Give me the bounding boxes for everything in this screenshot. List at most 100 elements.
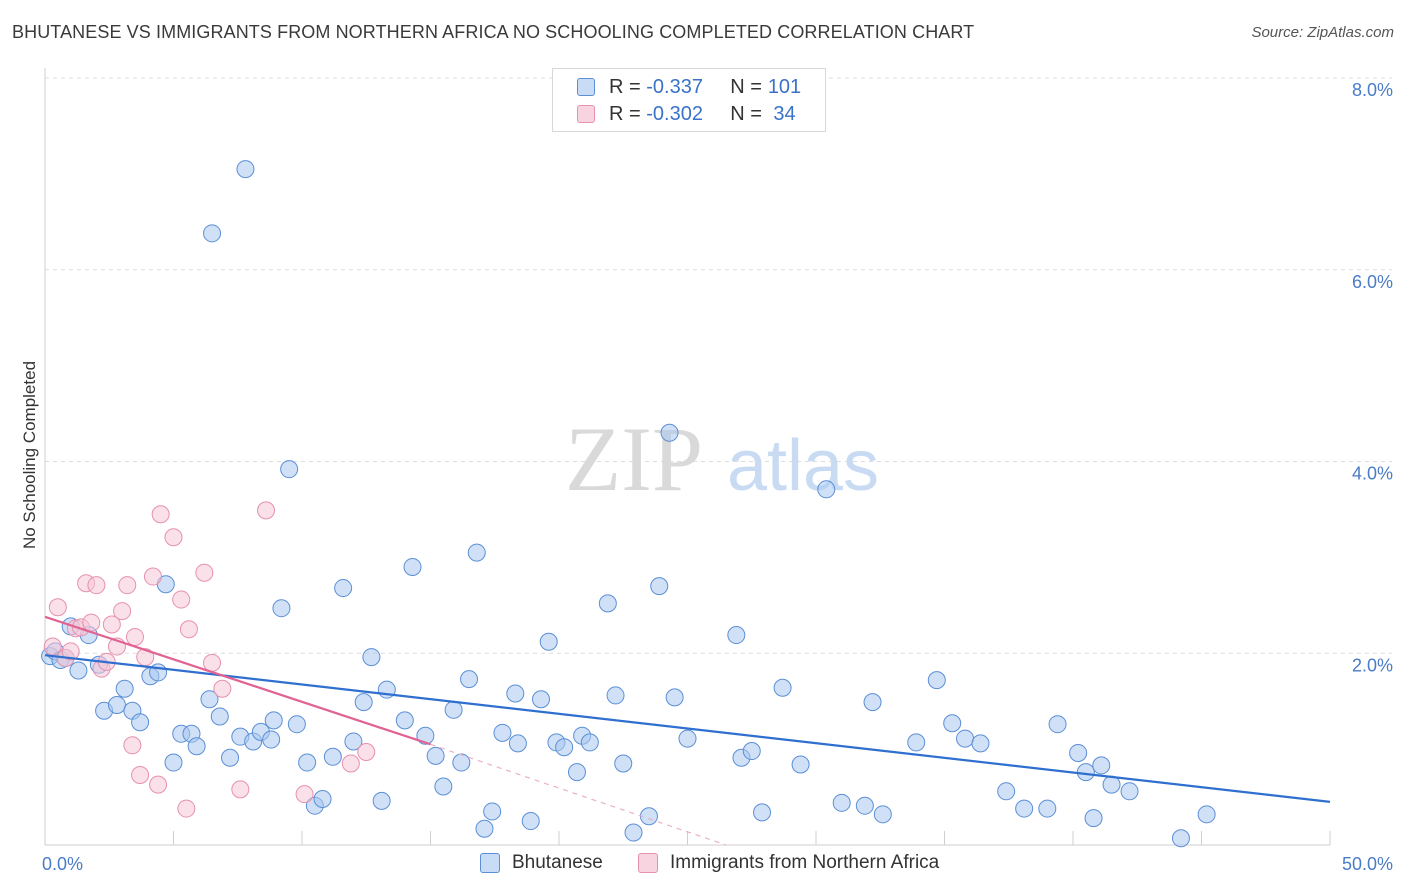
watermark: ZIP atlas	[565, 408, 879, 510]
y-tick-label: 4.0%	[1352, 464, 1393, 484]
data-point-bhutanese	[203, 224, 222, 243]
data-point-bhutanese	[475, 819, 494, 838]
data-point-bhutanese	[532, 690, 551, 709]
data-point-bhutanese	[354, 693, 373, 712]
data-point-immigrants	[87, 576, 106, 595]
data-point-immigrants	[118, 576, 137, 595]
data-point-bhutanese	[426, 746, 445, 765]
x-tick-labels: 0.0% 50.0%	[42, 854, 1393, 874]
data-point-bhutanese	[1120, 782, 1139, 801]
y-tick-label: 2.0%	[1352, 655, 1393, 675]
data-point-bhutanese	[907, 733, 926, 752]
data-point-bhutanese	[434, 777, 453, 796]
data-point-bhutanese	[200, 690, 219, 709]
data-point-immigrants	[143, 567, 162, 586]
legend-n-label: N =	[730, 102, 762, 125]
data-point-immigrants	[82, 613, 101, 632]
data-point-immigrants	[151, 505, 170, 524]
data-point-bhutanese	[221, 748, 240, 767]
data-point-bhutanese	[344, 732, 363, 751]
data-point-bhutanese	[298, 753, 317, 772]
data-point-bhutanese	[280, 460, 299, 479]
data-point-bhutanese	[678, 729, 697, 748]
data-point-immigrants	[164, 528, 183, 547]
data-point-immigrants	[113, 602, 132, 621]
data-point-bhutanese	[598, 594, 617, 613]
legend-r-label: R =	[609, 102, 641, 125]
legend-swatch-blue	[577, 78, 595, 96]
data-point-bhutanese	[115, 679, 134, 698]
data-point-bhutanese	[452, 753, 471, 772]
data-point-immigrants	[295, 785, 314, 804]
data-point-bhutanese	[665, 688, 684, 707]
data-point-bhutanese	[1092, 756, 1111, 775]
data-point-bhutanese	[753, 803, 772, 822]
data-point-bhutanese	[323, 747, 342, 766]
legend-swatch-pink	[638, 853, 658, 873]
data-point-immigrants	[203, 653, 222, 672]
data-point-immigrants	[131, 766, 150, 785]
trend-lines	[44, 615, 1331, 846]
immigrants-points	[43, 501, 376, 818]
data-point-bhutanese	[395, 711, 414, 730]
data-point-bhutanese	[508, 734, 527, 753]
data-point-immigrants	[257, 501, 276, 520]
data-point-bhutanese	[832, 793, 851, 812]
data-point-immigrants	[341, 754, 360, 773]
data-point-bhutanese	[1069, 743, 1088, 762]
data-point-bhutanese	[506, 684, 525, 703]
data-point-bhutanese	[444, 700, 463, 719]
y-tick-label: 6.0%	[1352, 272, 1393, 292]
data-point-bhutanese	[539, 632, 558, 651]
legend-n-value: 101	[767, 75, 802, 98]
legend-r-value: -0.302	[646, 102, 703, 125]
data-point-bhutanese	[272, 599, 291, 618]
data-point-bhutanese	[483, 802, 502, 821]
data-point-bhutanese	[927, 671, 946, 690]
trend-line-immigrants-extension	[430, 743, 727, 846]
data-point-bhutanese	[521, 812, 540, 831]
data-point-bhutanese	[493, 723, 512, 742]
y-tick-labels: 2.0% 4.0% 6.0% 8.0%	[1352, 80, 1393, 675]
data-point-bhutanese	[416, 726, 435, 745]
data-point-bhutanese	[1076, 763, 1095, 782]
x-tick-label: 50.0%	[1342, 854, 1393, 874]
legend-r-label: R =	[609, 75, 641, 98]
x-tick-label: 0.0%	[42, 854, 83, 874]
data-point-immigrants	[231, 780, 250, 799]
legend-swatch-pink	[577, 105, 595, 123]
data-point-bhutanese	[555, 738, 574, 757]
data-point-bhutanese	[460, 670, 479, 689]
data-point-bhutanese	[580, 733, 599, 752]
legend-label-immigrants: Immigrants from Northern Africa	[670, 852, 940, 873]
data-point-bhutanese	[1048, 715, 1067, 734]
data-point-bhutanese	[791, 755, 810, 774]
data-point-immigrants	[195, 563, 214, 582]
legend-n-label: N =	[730, 75, 762, 98]
data-point-bhutanese	[773, 678, 792, 697]
data-point-immigrants	[357, 743, 376, 762]
legend-item-bhutanese: Bhutanese	[480, 852, 603, 874]
data-point-bhutanese	[650, 577, 669, 596]
data-point-bhutanese	[264, 711, 283, 730]
trend-line-bhutanese	[44, 654, 1331, 803]
data-point-bhutanese	[614, 754, 633, 773]
data-point-bhutanese	[873, 805, 892, 824]
data-point-immigrants	[213, 679, 232, 698]
legend-r-value: -0.337	[646, 75, 703, 98]
source-label: Source: ZipAtlas.com	[1251, 24, 1394, 41]
data-point-bhutanese	[624, 823, 643, 842]
data-point-bhutanese	[606, 686, 625, 705]
data-point-bhutanese	[69, 661, 88, 680]
data-point-bhutanese	[742, 742, 761, 761]
data-point-bhutanese	[1197, 805, 1216, 824]
data-point-bhutanese	[287, 715, 306, 734]
legend-row-immigrants: R = -0.302 N = 34	[577, 102, 802, 126]
data-point-bhutanese	[855, 796, 874, 815]
data-point-bhutanese	[943, 714, 962, 733]
data-point-bhutanese	[131, 713, 150, 732]
data-point-bhutanese	[262, 730, 281, 749]
data-point-immigrants	[48, 598, 67, 617]
data-point-immigrants	[172, 590, 191, 609]
data-point-bhutanese	[210, 707, 229, 726]
